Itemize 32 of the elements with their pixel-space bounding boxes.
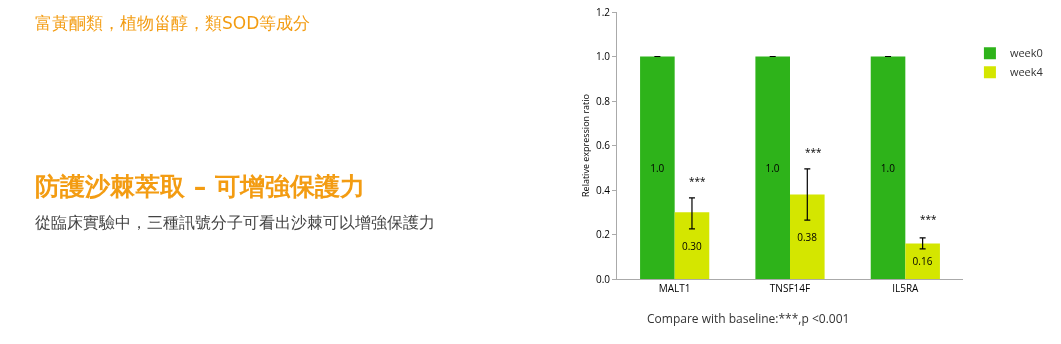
legend-label: week0 [1009,45,1043,61]
bar [870,56,906,279]
legend-label: week4 [1009,64,1044,80]
x-tick-label: TNSF14F [769,281,811,295]
data-label: 0.38 [797,229,818,244]
bar [905,243,940,279]
data-label: 1.0 [765,160,780,175]
y-tick-label: 0.4 [595,182,611,197]
annotation: *** [920,212,938,226]
y-tick-label: 0.8 [595,93,611,108]
bar [640,56,675,279]
bar [755,56,790,279]
text: Compare with baseline:***,p <0.001 [647,310,850,327]
bar [790,194,825,279]
data-label: 0.30 [681,238,702,253]
bar [674,212,710,279]
data-label: 0.16 [912,254,933,269]
data-label: 1.0 [650,160,665,175]
y-tick-label: 0.2 [595,227,611,241]
y-axis-title: Relative expression ratio [579,94,592,197]
annotation: *** [805,145,823,159]
data-label: 1.0 [880,160,896,175]
text: 富黃酮類，植物甾醇，類SOD等成分 [35,12,311,35]
x-tick-label: MALT1 [658,281,691,295]
y-tick-label: 1.2 [595,4,611,19]
text: 防護沙棘萃取 – 可增強保護力 [35,171,365,203]
annotation: *** [689,174,707,188]
y-tick-label: 1.0 [595,49,611,63]
y-tick-label: 0.0 [595,271,611,286]
y-tick-label: 0.6 [595,138,611,152]
x-tick-label: IL5RA [892,281,920,295]
text: 從臨床實驗中，三種訊號分子可看出沙棘可以增強保護力 [35,213,435,234]
